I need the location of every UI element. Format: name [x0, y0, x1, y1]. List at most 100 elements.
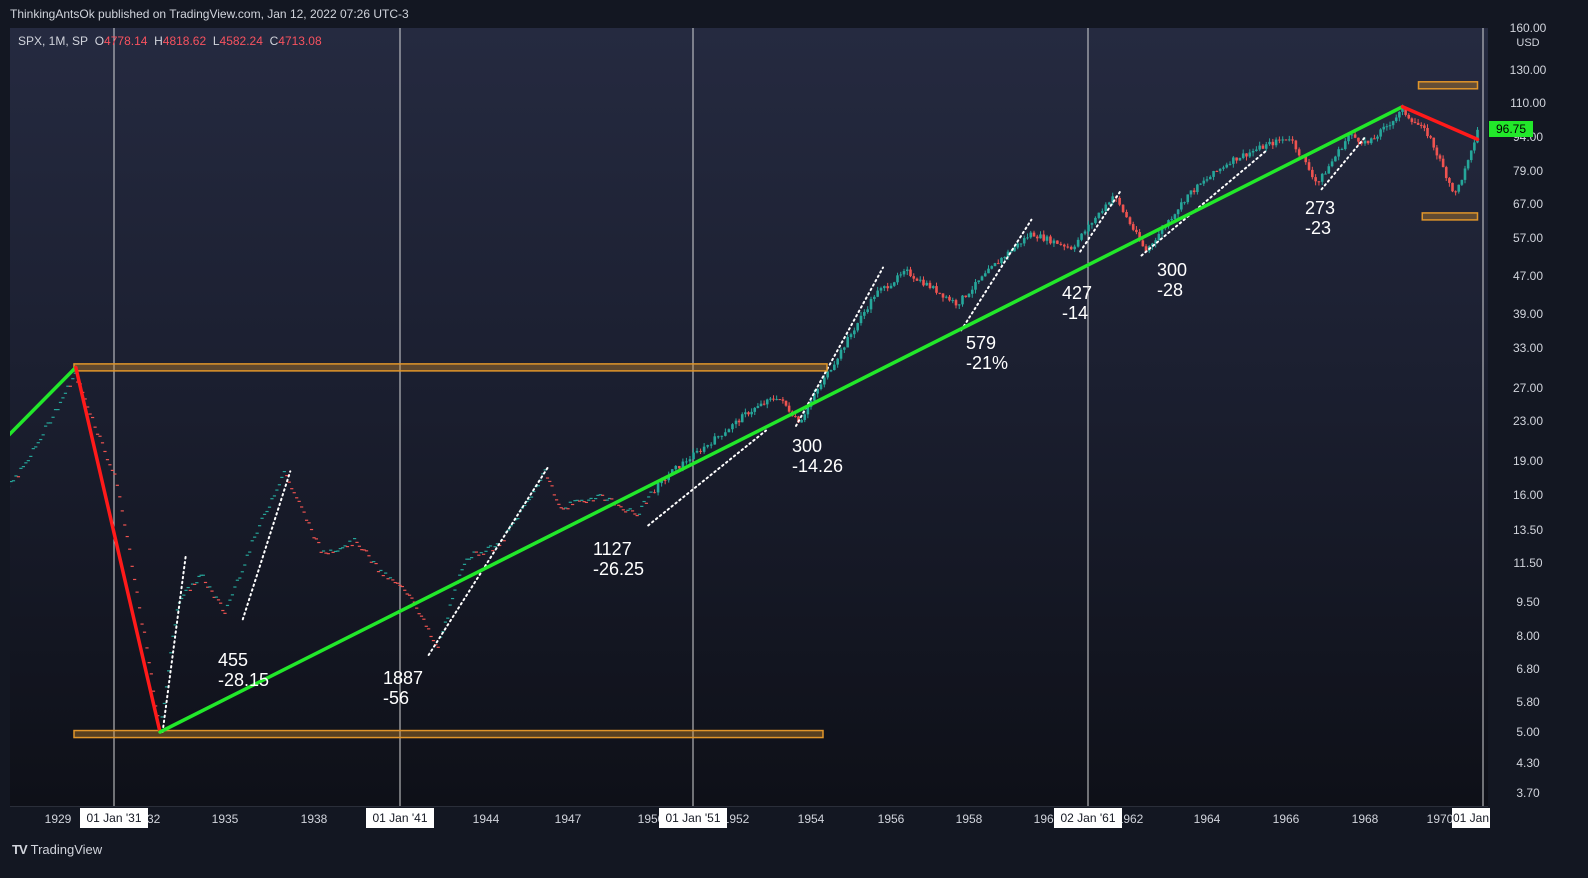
candle-body [843, 347, 846, 350]
support-resistance-zone-1 [73, 729, 824, 739]
candle-body [1278, 139, 1281, 141]
candle-body [1457, 184, 1461, 192]
candle-body [1019, 243, 1023, 245]
candle-body [948, 296, 951, 301]
candle-body [750, 411, 753, 415]
chart-area[interactable] [10, 28, 1488, 806]
date-marker-label-2: 01 Jan '51 [665, 811, 720, 825]
candle-body [1287, 139, 1291, 141]
time-axis[interactable] [10, 806, 1488, 831]
candle-body [784, 400, 788, 406]
candle-body [1337, 149, 1340, 157]
candle-body [1052, 240, 1056, 244]
recovery-dotted-line-1 [241, 470, 292, 621]
recovery-dotted-line-7 [1140, 149, 1268, 257]
plot-layer: 455-28.15 1887-561127-26.25300-14.26579-2… [10, 28, 1484, 806]
candle-body [775, 399, 778, 401]
candle-body [941, 293, 945, 298]
candle-body [1000, 257, 1003, 264]
candle-body [787, 405, 791, 412]
candle-body [753, 407, 757, 412]
candle-body [1180, 202, 1183, 210]
candle-body [720, 435, 724, 437]
candle-body [1426, 127, 1429, 137]
candle-body [1170, 218, 1174, 221]
candle-body [1069, 246, 1073, 250]
candle-body [1476, 129, 1479, 143]
last-price-badge [1489, 121, 1533, 137]
y-tick-label-14: 13.50 [1513, 523, 1543, 537]
candle-body [744, 412, 747, 415]
candle-body [1022, 238, 1026, 244]
candle-body [873, 296, 876, 299]
x-tick-label-5: 1947 [555, 812, 582, 826]
annotation-change-1: -56 [383, 688, 409, 708]
candle-body [756, 406, 760, 408]
candle-body [996, 263, 1000, 265]
candle-body [1003, 257, 1007, 259]
candle-body [1097, 212, 1101, 218]
candle-body [826, 371, 829, 378]
candle-body [980, 276, 984, 281]
x-tick-label-4: 1944 [473, 812, 500, 826]
y-tick-label-4: 79.00 [1513, 164, 1543, 178]
date-marker-label-3: 02 Jan '61 [1060, 811, 1115, 825]
candle-body [794, 416, 797, 418]
candle-body [1104, 204, 1108, 212]
candle-body [938, 292, 942, 294]
date-marker-badge-0 [80, 808, 148, 828]
candle-body [918, 279, 922, 281]
candle-body [1080, 233, 1083, 240]
y-tick-label-10: 27.00 [1513, 381, 1543, 395]
y-tick-label-2: 110.00 [1510, 96, 1546, 110]
candle-body [944, 296, 948, 298]
candle-body [1327, 166, 1331, 174]
candle-body [1469, 150, 1473, 161]
candle-body [1076, 239, 1080, 247]
candle-body [902, 271, 906, 275]
tradingview-logo[interactable]: TV TradingView [12, 842, 102, 857]
candle-body [1135, 229, 1138, 233]
price-axis[interactable] [1488, 28, 1588, 806]
candle-body [1258, 145, 1261, 150]
candle-body [1199, 183, 1202, 185]
candle-body [678, 465, 681, 469]
candle-body [740, 414, 744, 423]
candle-body [1094, 217, 1097, 224]
candle-body [724, 432, 727, 436]
candle-body [1398, 111, 1401, 118]
close-value: 4713.08 [278, 34, 322, 48]
candle-body [1376, 136, 1379, 139]
x-tick-label-13: 1964 [1194, 812, 1221, 826]
x-tick-label-15: 1968 [1352, 812, 1379, 826]
candle-body [1212, 170, 1215, 177]
candle-body [1118, 197, 1121, 205]
candle-body [1029, 232, 1033, 238]
candle-body [1186, 194, 1190, 203]
candle-body [1314, 177, 1317, 182]
candle-body [1151, 243, 1154, 247]
candle-body [1388, 125, 1392, 127]
candle-body [1473, 142, 1476, 151]
annotation-change-5: -14 [1062, 303, 1088, 323]
candle-body [772, 398, 775, 400]
candle-body [866, 309, 869, 313]
candle-body [656, 483, 660, 493]
candle-body [1141, 240, 1145, 247]
date-marker-badge-2 [659, 808, 727, 828]
candle-body [961, 295, 964, 305]
candle-body [899, 274, 903, 276]
candle-body [1138, 232, 1141, 241]
trendline-green-2 [158, 104, 1405, 734]
candle-body [974, 282, 977, 290]
close-label: C [269, 34, 279, 48]
candle-body [1347, 135, 1350, 142]
candle-body [1125, 211, 1128, 218]
candle-body [1066, 246, 1070, 248]
candle-body [935, 286, 938, 293]
x-tick-label-0: 1929 [45, 812, 72, 826]
candle-body [1413, 121, 1417, 123]
candle-body [1394, 117, 1398, 122]
candle-body [765, 399, 769, 405]
candle-body [1111, 196, 1115, 203]
